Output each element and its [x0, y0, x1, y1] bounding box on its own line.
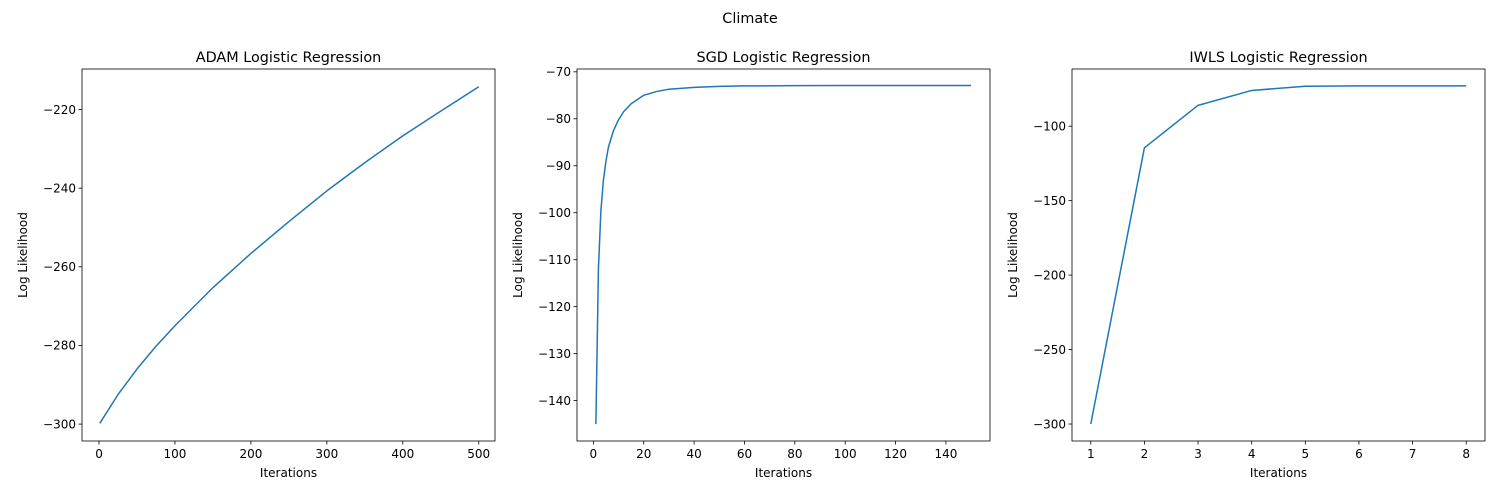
x-tick-label: 7 [1409, 447, 1417, 461]
x-tick-label: 200 [239, 447, 262, 461]
y-tick-label: −220 [43, 103, 76, 117]
y-tick-label: −260 [43, 260, 76, 274]
y-tick-label: −300 [1033, 417, 1066, 431]
x-tick-label: 400 [391, 447, 414, 461]
y-tick-label: −120 [538, 300, 571, 314]
series-line-1 [595, 84, 972, 425]
x-tick-label: 3 [1194, 447, 1202, 461]
x-tick-label: 6 [1355, 447, 1363, 461]
axes-frame [81, 68, 496, 442]
y-tick-label: −90 [546, 159, 571, 173]
axes-frame [576, 68, 991, 442]
x-axis-label: Iterations [260, 466, 317, 480]
series-line-1 [99, 86, 480, 424]
y-tick-label: −250 [1033, 343, 1066, 357]
chart-title: SGD Logistic Regression [697, 50, 871, 66]
x-tick-label: 300 [315, 447, 338, 461]
y-tick-label: −100 [538, 206, 571, 220]
x-tick-label: 0 [590, 447, 598, 461]
x-tick-label: 40 [686, 447, 701, 461]
chart-panel-1: ADAM Logistic Regression 0 100 200 300 400 500… [16, 50, 496, 480]
y-axis-label: Log Likelihood [16, 212, 30, 298]
x-tick-label: 500 [467, 447, 490, 461]
x-tick-label: 0 [95, 447, 103, 461]
y-tick-label: −150 [1033, 194, 1066, 208]
figure-suptitle: Climate [722, 11, 778, 27]
y-tick-label: −300 [43, 417, 76, 431]
y-tick-label: −100 [1033, 119, 1066, 133]
y-tick-label: −130 [538, 347, 571, 361]
x-axis-label: Iterations [755, 466, 812, 480]
x-tick-label: 60 [737, 447, 752, 461]
x-tick-label: 140 [934, 447, 957, 461]
y-axis-label: Log Likelihood [1006, 212, 1020, 298]
y-tick-label: −140 [538, 394, 571, 408]
x-tick-label: 100 [834, 447, 857, 461]
x-tick-label: 80 [787, 447, 802, 461]
chart-title: ADAM Logistic Regression [196, 50, 382, 66]
chart-panel-2: SGD Logistic Regression 0 20 40 60 80 100 120 14… [511, 50, 991, 480]
series-line-1 [1090, 85, 1467, 425]
x-tick-label: 100 [164, 447, 187, 461]
y-tick-label: −280 [43, 339, 76, 353]
y-tick-label: −70 [546, 65, 571, 79]
y-tick-label: −110 [538, 253, 571, 267]
x-tick-label: 8 [1462, 447, 1470, 461]
y-tick-label: −200 [1033, 268, 1066, 282]
x-tick-label: 1 [1087, 447, 1095, 461]
x-tick-label: 5 [1301, 447, 1309, 461]
x-axis-label: Iterations [1250, 466, 1307, 480]
x-tick-label: 120 [884, 447, 907, 461]
axes-frame [1071, 68, 1486, 442]
x-tick-label: 20 [636, 447, 651, 461]
chart-panel-3: IWLS Logistic Regression 1 2 3 4 5 6 7 8 −300 −250… [1006, 50, 1486, 480]
x-tick-label: 2 [1141, 447, 1149, 461]
chart-title: IWLS Logistic Regression [1189, 50, 1367, 66]
x-tick-label: 4 [1248, 447, 1256, 461]
y-tick-label: −240 [43, 181, 76, 195]
y-tick-label: −80 [546, 112, 571, 126]
y-axis-label: Log Likelihood [511, 212, 525, 298]
